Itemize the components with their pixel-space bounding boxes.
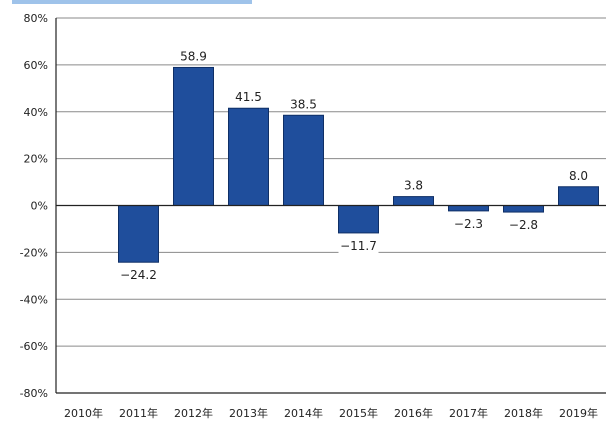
y-axis-ticks: 80% 60% 40% 20% 0% -20% -40% -60% -80%	[20, 12, 48, 400]
data-label: −11.7	[340, 239, 377, 253]
bar	[448, 205, 489, 212]
y-tick-label: 40%	[24, 106, 48, 119]
data-label: 38.5	[290, 97, 317, 111]
y-tick-label: 20%	[24, 153, 48, 166]
data-label: −2.8	[509, 218, 538, 232]
header-strip	[12, 0, 252, 4]
x-tick-label: 2019年	[559, 406, 598, 420]
x-tick-label: 2018年	[504, 406, 543, 420]
data-labels: −24.2 58.9 41.5 38.5 −11.7 3.8 −2.3 −2.8 8.0	[118, 49, 588, 284]
y-tick-label: 0%	[31, 200, 48, 213]
data-label: 3.8	[404, 179, 423, 193]
data-label: −24.2	[120, 268, 157, 282]
bars	[118, 66, 599, 263]
data-label: −2.3	[454, 217, 483, 231]
bar	[338, 205, 379, 234]
x-tick-label: 2013年	[229, 406, 268, 420]
x-tick-label: 2016年	[394, 406, 433, 420]
data-label-backdrop	[503, 217, 544, 234]
y-tick-label: 80%	[24, 12, 48, 25]
bar	[558, 186, 599, 206]
bar	[228, 107, 269, 206]
x-tick-label: 2014年	[284, 406, 323, 420]
data-label-backdrop	[448, 215, 489, 232]
y-tick-label: -60%	[20, 340, 48, 353]
data-label: 58.9	[180, 49, 207, 63]
bar	[503, 205, 544, 213]
x-tick-label: 2010年	[64, 406, 103, 420]
axes	[55, 18, 606, 394]
data-label-backdrop	[118, 267, 159, 284]
bar	[393, 196, 434, 206]
x-tick-label: 2012年	[174, 406, 213, 420]
data-label: 41.5	[235, 90, 262, 104]
bar	[118, 205, 159, 263]
data-label: 8.0	[569, 169, 588, 183]
y-tick-label: -40%	[20, 293, 48, 306]
x-tick-label: 2017年	[449, 406, 488, 420]
y-tick-label: -80%	[20, 387, 48, 400]
bar	[283, 114, 324, 206]
data-label-backdrop	[338, 237, 379, 254]
y-tick-label: 60%	[24, 59, 48, 72]
x-axis-ticks: 2010年 2011年 2012年 2013年 2014年 2015年 2016年 2017年…	[64, 406, 598, 420]
x-tick-label: 2015年	[339, 406, 378, 420]
y-tick-label: -20%	[20, 246, 48, 259]
bar	[173, 66, 214, 206]
x-tick-label: 2011年	[119, 406, 158, 420]
